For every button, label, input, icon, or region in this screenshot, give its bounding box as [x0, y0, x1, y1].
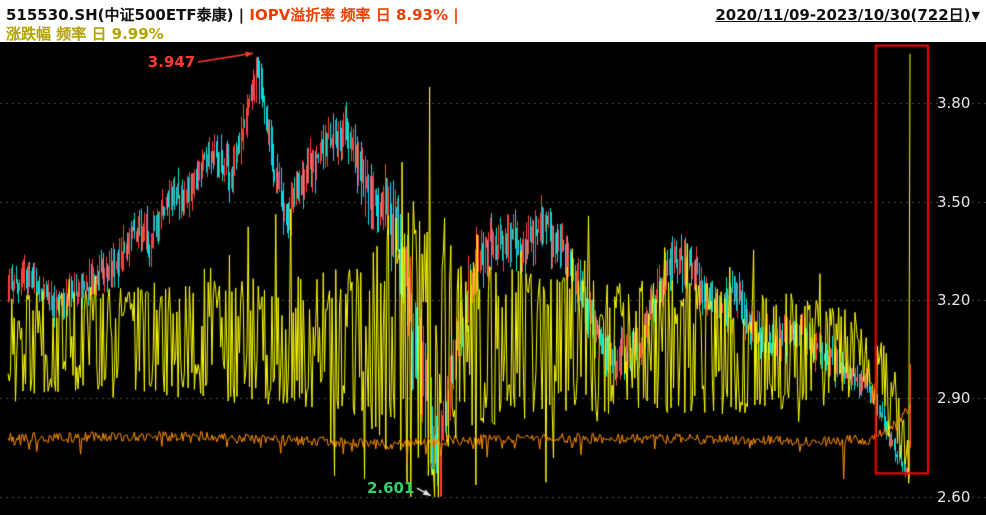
- date-range-selector[interactable]: 2020/11/09-2023/10/30(722日)▼: [715, 4, 980, 25]
- chart-area: 3.947 2.601 3.80 3.50 3.20 2.90 2.60: [0, 42, 986, 515]
- y-axis-tick-label: 2.60: [937, 487, 971, 506]
- change-legend: 涨跌幅 频率 日 9.99%: [6, 25, 164, 43]
- y-axis-tick-label: 3.20: [937, 291, 971, 309]
- max-price-label: 3.947: [147, 53, 196, 72]
- chart-header: 515530.SH(中证500ETF泰康) | IOPV溢折率 频率 日 8.9…: [0, 0, 986, 43]
- dropdown-arrow-icon[interactable]: ▼: [971, 9, 980, 22]
- chart-canvas[interactable]: [0, 42, 986, 515]
- min-price-label: 2.601: [366, 479, 415, 498]
- y-axis-tick-label: 3.50: [937, 192, 971, 211]
- y-axis-tick-label: 2.90: [937, 389, 971, 408]
- y-axis-tick-label: 3.80: [937, 94, 971, 113]
- iopv-legend: IOPV溢折率 频率 日 8.93% |: [249, 6, 459, 24]
- date-range-text[interactable]: 2020/11/09-2023/10/30(722日): [715, 6, 971, 24]
- legend-line-1: 515530.SH(中证500ETF泰康) | IOPV溢折率 频率 日 8.9…: [6, 4, 459, 25]
- separator: |: [233, 6, 250, 24]
- symbol-title: 515530.SH(中证500ETF泰康): [6, 6, 234, 24]
